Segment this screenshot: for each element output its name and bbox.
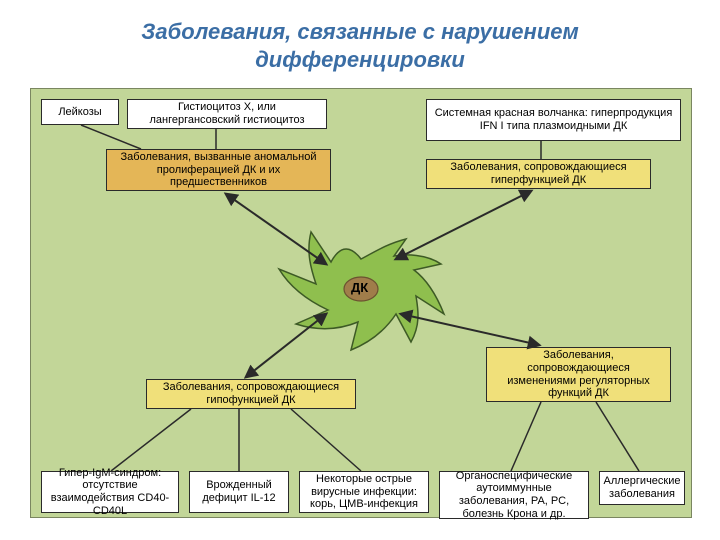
node-leukozy: Лейкозы [41,99,119,125]
slide-title: Заболевания, связанные с нарушением дифф… [0,18,720,73]
node-il12: Врожденный дефицит IL-12 [189,471,289,513]
cat-hypo: Заболевания, сопровождающиеся гипофункци… [146,379,356,409]
diagram-panel: Лейкозы Гистиоцитоз X, или лангергансовс… [30,88,692,518]
node-viral: Некоторые острые вирусные инфекции: корь… [299,471,429,513]
cell-label: ДК [351,280,368,295]
title-line2: дифференцировки [0,46,720,74]
node-allergy: Аллергические заболевания [599,471,685,505]
node-organ: Органоспецифические аутоиммунные заболев… [439,471,589,519]
cat-prolif: Заболевания, вызванные аномальной пролиф… [106,149,331,191]
feeder-line [291,409,361,471]
node-histio: Гистиоцитоз X, или лангергансовский гист… [127,99,327,129]
feeder-line [111,409,191,471]
feeder-line [511,402,541,471]
node-hyperigm: Гипер-IgM-синдром: отсутствие взаимодейс… [41,471,179,513]
title-line1: Заболевания, связанные с нарушением [0,18,720,46]
node-lupus: Системная красная волчанка: гиперпродукц… [426,99,681,141]
cat-reg: Заболевания, сопровождающиеся изменениям… [486,347,671,402]
feeder-line [596,402,639,471]
cat-hyper: Заболевания, сопровождающиеся гиперфункц… [426,159,651,189]
slide: Заболевания, связанные с нарушением дифф… [0,0,720,540]
